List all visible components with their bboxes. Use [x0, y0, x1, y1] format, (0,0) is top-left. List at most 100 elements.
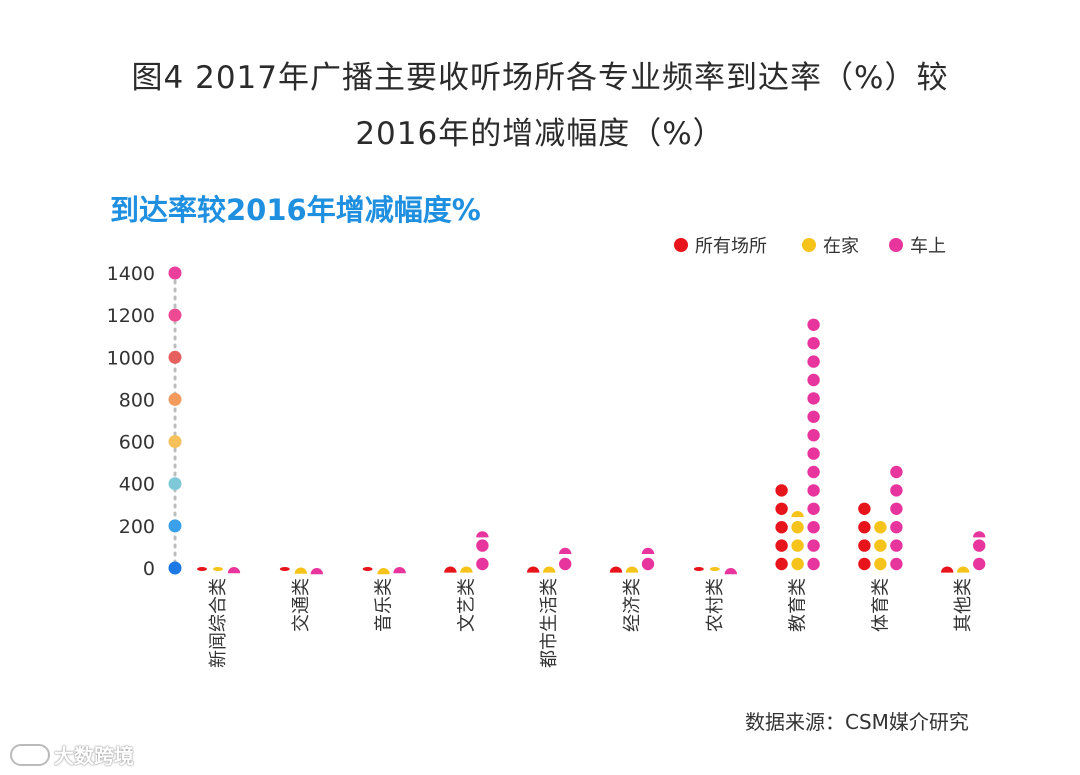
- chart-subtitle: 到达率较2016年增减幅度%: [110, 193, 481, 227]
- data-dot: [807, 318, 820, 331]
- data-dot-partial: [625, 566, 639, 573]
- y-tick-label: 600: [119, 432, 155, 454]
- data-dot: [197, 567, 207, 571]
- data-dot: [476, 539, 489, 552]
- data-dot: [362, 567, 373, 571]
- x-category-label: 经济类: [622, 578, 643, 632]
- data-dot: [890, 502, 903, 515]
- data-dot: [807, 355, 820, 368]
- x-category-label: 教育类: [788, 578, 809, 632]
- data-dot: [973, 557, 986, 571]
- legend-marker: [889, 238, 903, 252]
- data-dot-partial: [377, 568, 390, 575]
- data-dot: [807, 502, 820, 515]
- data-dot-partial: [460, 566, 473, 573]
- data-dot: [791, 521, 804, 534]
- data-dot-partial: [527, 566, 540, 573]
- data-dot: [476, 557, 489, 571]
- data-dot-partial: [444, 566, 457, 573]
- data-dot: [279, 567, 290, 571]
- y-axis-marker-dot: [168, 266, 182, 280]
- data-dot: [807, 557, 820, 571]
- data-dot-partial: [227, 567, 241, 574]
- data-dot-partial: [724, 568, 737, 575]
- data-dot-partial: [294, 567, 307, 574]
- x-category-label: 体育类: [870, 578, 891, 632]
- watermark: 大数跨境: [10, 740, 134, 769]
- data-dot: [890, 539, 903, 552]
- data-dot-partial: [791, 510, 804, 518]
- source-note: 数据来源：CSM媒介研究: [745, 710, 969, 734]
- data-dot: [874, 539, 887, 552]
- x-category-label: 交通类: [291, 578, 312, 632]
- data-dot: [775, 484, 788, 497]
- data-dot: [890, 521, 903, 534]
- chart-title-line1: 图4 2017年广播主要收听场所各专业频率到达率（%）较: [131, 60, 949, 96]
- x-category-label: 都市生活类: [539, 578, 560, 668]
- y-axis-marker-dot: [168, 519, 182, 533]
- data-dot: [973, 539, 986, 552]
- data-dot-partial: [543, 566, 556, 573]
- x-category-label: 其他类: [953, 578, 974, 632]
- data-dot: [890, 557, 903, 571]
- data-dot: [807, 429, 820, 442]
- data-dot-partial: [476, 531, 489, 538]
- data-dot: [559, 557, 572, 571]
- y-tick-label: 0: [143, 558, 155, 580]
- data-dot: [791, 557, 804, 571]
- data-dot: [775, 521, 788, 534]
- y-tick-label: 800: [119, 389, 155, 411]
- data-dot: [858, 557, 871, 571]
- data-dot: [775, 557, 788, 571]
- data-dot-partial: [641, 547, 655, 554]
- y-axis-marker-dot: [168, 477, 182, 491]
- data-dot-partial: [559, 547, 572, 554]
- data-dot: [213, 567, 223, 571]
- data-dot: [807, 410, 820, 423]
- chart-title-line2: 2016年的增减幅度（%）: [355, 116, 725, 152]
- data-dot: [807, 373, 820, 387]
- data-dot-partial: [957, 566, 970, 573]
- legend-label: 所有场所: [695, 236, 767, 257]
- watermark-text: 大数跨境: [54, 744, 134, 768]
- data-dot: [807, 447, 820, 460]
- data-dot: [890, 484, 903, 497]
- data-dot-partial: [393, 566, 406, 574]
- x-category-label: 农村类: [705, 578, 726, 632]
- data-dot: [775, 539, 788, 552]
- dot-chart: 0 200 400 600 800 1000 1200 1400 新闻综合类 交通类 音乐类 文艺类 都…: [107, 236, 986, 668]
- data-dot: [874, 521, 887, 534]
- watermark-logo-icon: [10, 743, 50, 766]
- data-dot: [693, 567, 704, 571]
- y-tick-label: 1000: [107, 347, 155, 369]
- data-dot: [807, 392, 820, 405]
- legend-marker: [802, 238, 816, 252]
- y-tick-label: 200: [119, 516, 155, 538]
- x-category-label: 文艺类: [456, 578, 477, 632]
- data-dot-partial: [941, 566, 954, 573]
- y-tick-label: 400: [119, 474, 155, 496]
- y-axis-marker-dot: [168, 561, 182, 575]
- data-dot: [858, 502, 871, 515]
- data-dot: [807, 521, 820, 534]
- y-tick-label: 1400: [107, 263, 155, 285]
- y-axis-marker-dot: [168, 350, 182, 364]
- legend-marker: [674, 238, 688, 252]
- data-dot: [874, 557, 887, 571]
- x-category-label: 新闻综合类: [208, 578, 229, 668]
- data-dot: [807, 539, 820, 552]
- y-axis-marker-dot: [168, 435, 182, 449]
- data-dot: [890, 465, 903, 479]
- data-dot: [775, 502, 788, 515]
- data-dot: [807, 484, 820, 497]
- y-axis-marker-dot: [168, 308, 182, 322]
- y-tick-label: 1200: [107, 305, 155, 327]
- data-dot: [858, 521, 871, 534]
- y-axis-marker-dot: [168, 392, 182, 406]
- data-dot: [858, 539, 871, 552]
- data-dot: [807, 337, 820, 350]
- x-category-label: 音乐类: [374, 578, 395, 632]
- data-dot: [709, 567, 720, 571]
- data-dot: [807, 465, 820, 479]
- legend-label: 车上: [910, 236, 946, 257]
